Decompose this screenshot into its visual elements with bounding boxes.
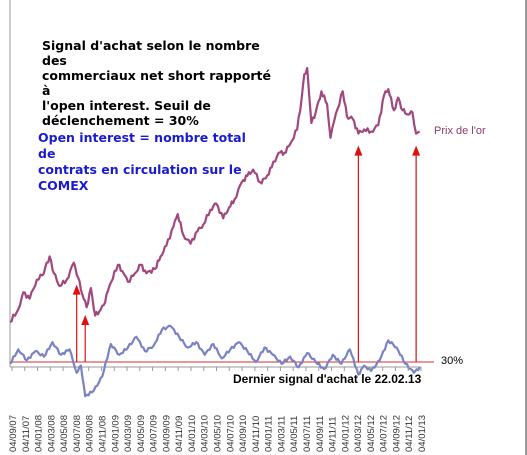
buy-signal-arrow-head xyxy=(72,284,81,295)
open-interest-line xyxy=(9,324,421,398)
x-tick-label: 04/07/10 xyxy=(225,415,236,452)
x-tick-label: 04/09/09 xyxy=(161,415,172,452)
x-tick-label: 04/05/08 xyxy=(59,415,70,452)
x-tick-label: 04/09/12 xyxy=(391,415,402,452)
x-tick-label: 04/09/11 xyxy=(315,416,326,452)
x-tick-label: 04/03/09 xyxy=(123,415,134,452)
x-tick-label: 04/05/11 xyxy=(289,416,300,452)
gold-price-series-label: Prix de l'or xyxy=(434,125,486,137)
x-tick-label: 04/01/13 xyxy=(417,415,428,452)
x-tick-label: 04/07/12 xyxy=(379,415,390,452)
x-tick-label: 04/03/12 xyxy=(353,415,364,452)
buy-signal-arrow-head xyxy=(81,314,90,325)
x-tick-label: 04/11/12 xyxy=(404,416,415,452)
x-tick-label: 04/03/10 xyxy=(200,415,211,452)
x-tick-label: 04/11/07 xyxy=(21,416,32,452)
gold-price-line xyxy=(9,66,421,323)
open-interest-note: Open interest = nombre total de contrats… xyxy=(38,130,246,193)
right-divider xyxy=(525,0,527,455)
threshold-label: 30% xyxy=(441,355,464,367)
buy-signal-arrow-head xyxy=(354,145,363,156)
x-tick-label: 04/01/12 xyxy=(340,415,351,452)
x-tick-label: 04/09/10 xyxy=(238,415,249,452)
x-tick-label: 04/03/11 xyxy=(276,416,287,452)
x-tick-label: 04/11/08 xyxy=(97,416,108,452)
x-tick-label: 04/11/10 xyxy=(251,416,262,452)
x-tick-label: 04/11/11 xyxy=(328,416,339,452)
last-signal-label: Dernier signal d'achat le 22.02.13 xyxy=(233,372,422,386)
x-tick-label: 04/05/09 xyxy=(136,415,147,452)
x-tick-label: 04/05/10 xyxy=(213,415,224,452)
x-tick-label: 04/03/08 xyxy=(46,415,57,452)
x-tick-label: 04/01/11 xyxy=(264,416,275,452)
x-tick-label: 04/11/09 xyxy=(174,416,185,452)
x-tick-label: 04/09/08 xyxy=(85,415,96,452)
x-tick-label: 04/07/08 xyxy=(72,415,83,452)
x-tick-label: 04/01/08 xyxy=(34,415,45,452)
x-tick-label: 04/05/12 xyxy=(366,415,377,452)
x-tick-label: 04/07/09 xyxy=(149,415,160,452)
x-tick-label: 04/07/11 xyxy=(302,416,313,452)
signal-explanation-note: Signal d'achat selon le nombre des comme… xyxy=(42,38,271,128)
x-tick-label: 04/01/09 xyxy=(110,415,121,452)
x-tick-label: 04/01/10 xyxy=(187,415,198,452)
buy-signal-arrow-head xyxy=(412,145,421,156)
x-tick-label: 04/09/07 xyxy=(8,415,19,452)
